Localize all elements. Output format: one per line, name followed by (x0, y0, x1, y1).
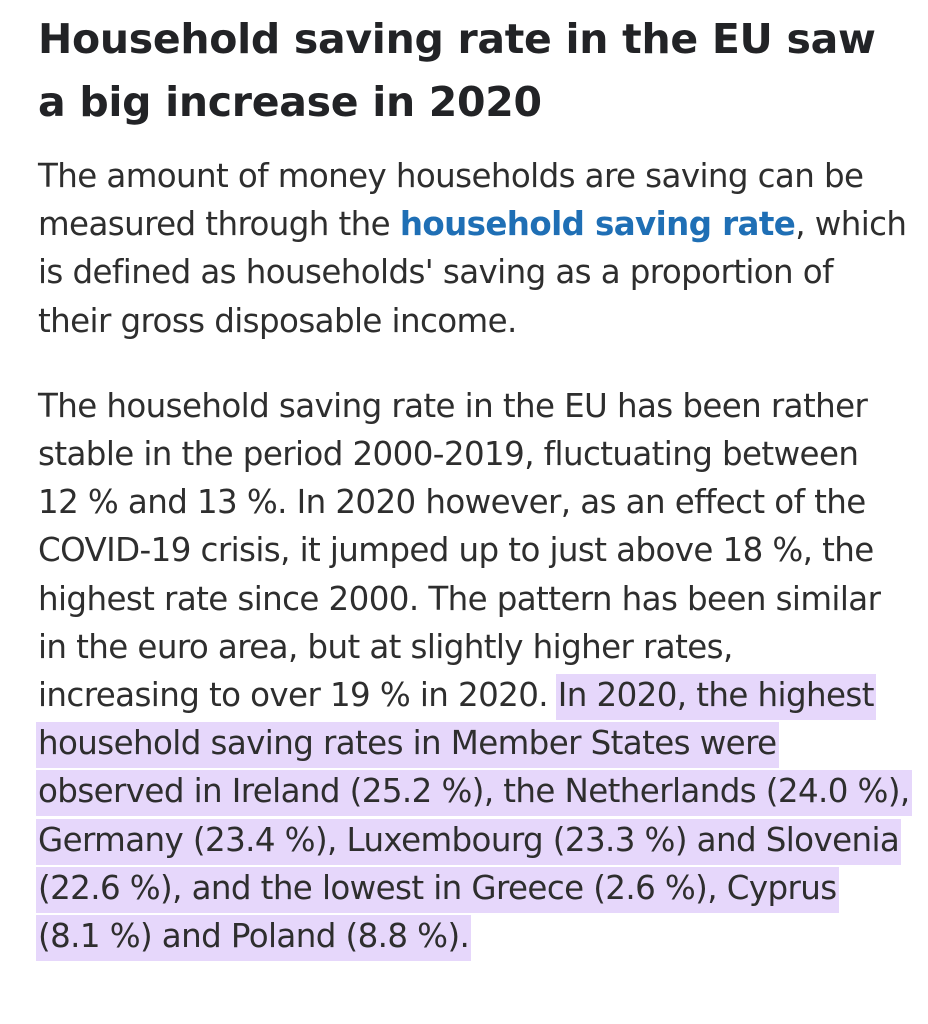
text-line: (22.6 %), and the lowest in Greece (2.6 … (36, 864, 908, 913)
intro-paragraph: The amount of money households are savin… (38, 152, 908, 345)
text-line: The household saving rate in the EU has … (38, 386, 868, 425)
text-line: in the euro area, but at slightly higher… (38, 627, 733, 666)
text-line: The amount of money households are savin… (38, 157, 864, 195)
highlighted-text[interactable]: (8.1 %) and Poland (8.8 %). (36, 915, 472, 962)
article: Household saving rate in the EU saw a bi… (36, 0, 912, 962)
text-line: increasing to over 19 % in 2020. In 2020… (38, 671, 908, 721)
text-line: their gross disposable income. (38, 301, 517, 340)
details-paragraph: The household saving rate in the EU has … (36, 382, 912, 962)
text-fragment: , which (795, 205, 907, 244)
title-line: a big increase in 2020 (38, 78, 542, 126)
highlighted-text[interactable]: In 2020, the highest (555, 674, 876, 721)
page-title: Household saving rate in the EU saw a bi… (38, 0, 898, 134)
text-line: stable in the period 2000-2019, fluctuat… (38, 435, 859, 474)
text-line: is defined as households' saving as a pr… (38, 253, 834, 292)
text-line: measured through the household saving ra… (38, 200, 908, 248)
text-line: COVID-19 crisis, it jumped up to just ab… (38, 531, 874, 570)
highlighted-text[interactable]: Germany (23.4 %), Luxembourg (23.3 %) an… (36, 818, 902, 865)
text-line: 12 % and 13 %. In 2020 however, as an ef… (38, 483, 866, 522)
text-line: Germany (23.4 %), Luxembourg (23.3 %) an… (36, 816, 908, 865)
text-line: highest rate since 2000. The pattern has… (38, 579, 881, 618)
text-line: observed in Ireland (25.2 %), the Nether… (36, 767, 912, 817)
text-fragment: increasing to over 19 % in 2020. (38, 676, 558, 715)
text-line: household saving rates in Member States … (36, 719, 908, 769)
household-saving-rate-link[interactable]: household saving rate (399, 205, 796, 244)
highlighted-text[interactable]: observed in Ireland (25.2 %), the Nether… (36, 770, 912, 817)
title-line: Household saving rate in the EU saw (38, 15, 876, 63)
text-line: (8.1 %) and Poland (8.8 %). (36, 912, 908, 962)
text-fragment: measured through the (38, 205, 400, 244)
highlighted-text[interactable]: household saving rates in Member States … (36, 722, 779, 769)
highlighted-text[interactable]: (22.6 %), and the lowest in Greece (2.6 … (36, 866, 839, 913)
